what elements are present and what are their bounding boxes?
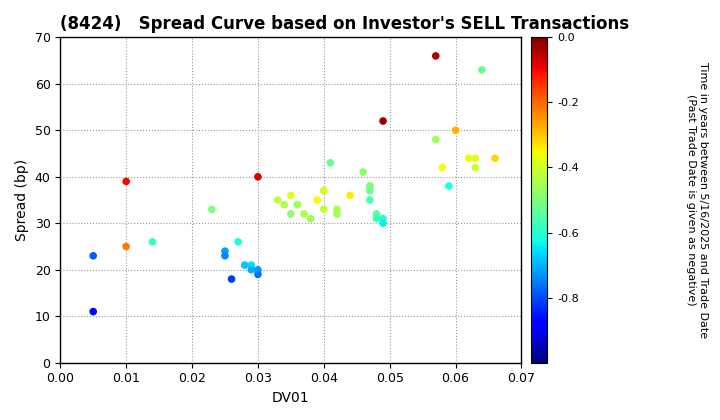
- Point: [463, 155, 474, 162]
- Point: [120, 178, 132, 185]
- Point: [318, 187, 330, 194]
- Point: [219, 248, 230, 255]
- Point: [298, 210, 310, 217]
- Y-axis label: Time in years between 5/16/2025 and Trade Date
(Past Trade Date is given as nega: Time in years between 5/16/2025 and Trad…: [686, 62, 708, 338]
- Point: [364, 183, 376, 189]
- Point: [377, 215, 389, 222]
- Point: [219, 252, 230, 259]
- Point: [371, 215, 382, 222]
- Text: (8424)   Spread Curve based on Investor's SELL Transactions: (8424) Spread Curve based on Investor's …: [60, 15, 629, 33]
- Point: [226, 276, 238, 282]
- Point: [252, 271, 264, 278]
- Point: [364, 183, 376, 189]
- Point: [246, 266, 257, 273]
- Point: [476, 66, 487, 73]
- Point: [87, 308, 99, 315]
- Point: [272, 197, 284, 203]
- Point: [279, 201, 290, 208]
- Point: [377, 220, 389, 227]
- Point: [430, 52, 441, 59]
- Point: [444, 183, 455, 189]
- Point: [377, 118, 389, 124]
- Point: [371, 210, 382, 217]
- Point: [239, 262, 251, 268]
- Point: [292, 201, 303, 208]
- Point: [318, 206, 330, 213]
- Point: [490, 155, 501, 162]
- Point: [469, 155, 481, 162]
- Point: [469, 164, 481, 171]
- Point: [364, 187, 376, 194]
- Point: [312, 197, 323, 203]
- Point: [252, 266, 264, 273]
- Point: [233, 239, 244, 245]
- Point: [252, 173, 264, 180]
- Point: [331, 210, 343, 217]
- Point: [331, 206, 343, 213]
- Point: [285, 210, 297, 217]
- Point: [246, 262, 257, 268]
- Point: [206, 206, 217, 213]
- Point: [120, 243, 132, 250]
- Point: [358, 169, 369, 176]
- Point: [430, 136, 441, 143]
- Point: [305, 215, 316, 222]
- Point: [285, 192, 297, 199]
- Point: [318, 187, 330, 194]
- Point: [344, 192, 356, 199]
- Point: [87, 252, 99, 259]
- Point: [436, 164, 448, 171]
- Point: [147, 239, 158, 245]
- X-axis label: DV01: DV01: [272, 391, 310, 405]
- Y-axis label: Spread (bp): Spread (bp): [15, 159, 29, 241]
- Point: [364, 197, 376, 203]
- Point: [450, 127, 462, 134]
- Point: [325, 160, 336, 166]
- Point: [292, 201, 303, 208]
